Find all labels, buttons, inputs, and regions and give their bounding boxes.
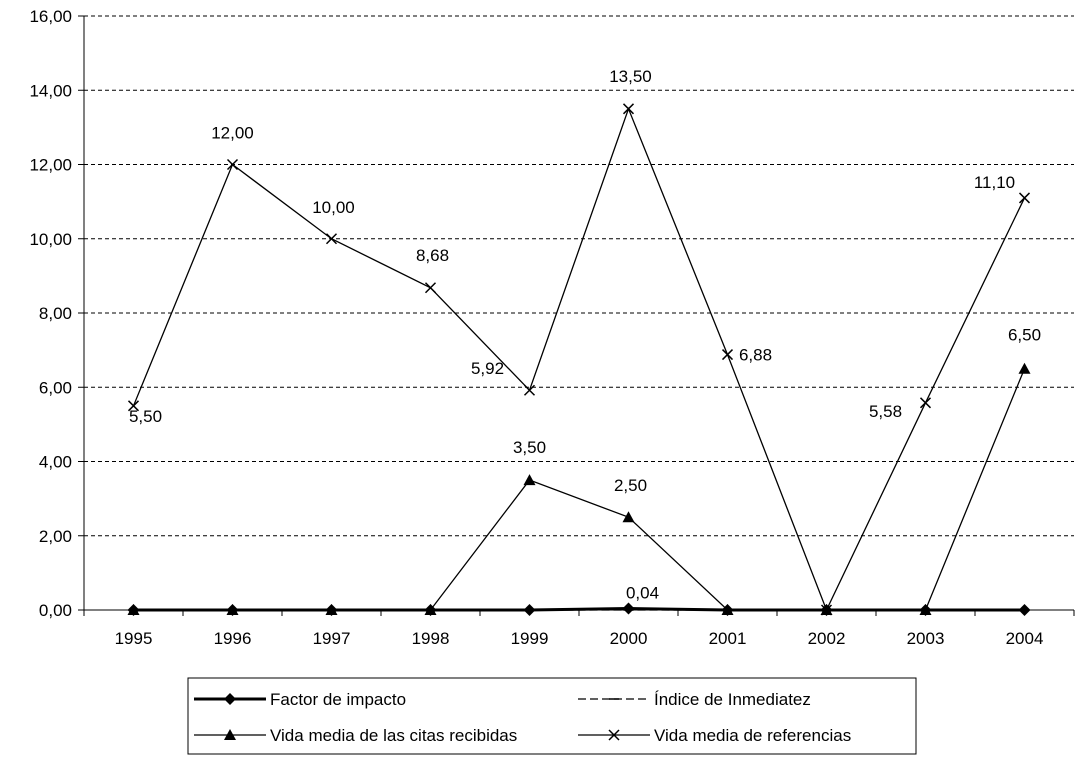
- data-point-marker: [127, 400, 140, 412]
- x-axis-tick-labels: 1995 1996 1997 1998 1999 2000 2001 2002 2003 2004: [115, 629, 1044, 648]
- data-point-marker: [919, 604, 932, 616]
- data-point-marker: [226, 158, 239, 171]
- legend: Factor de impacto Índice de Inmediatez Vid…: [187, 677, 917, 755]
- legend-marker: [224, 693, 236, 705]
- data-label: 3,50: [513, 438, 546, 457]
- data-point-marker: [325, 604, 338, 616]
- data-label: 12,00: [211, 124, 254, 143]
- data-point-marker: [226, 604, 239, 616]
- series-vida-media-de-las-citas-recibidas: [127, 362, 1031, 615]
- y-tick-label: 2,00: [39, 527, 72, 546]
- y-tick-label: 6,00: [39, 378, 72, 397]
- data-point-marker: [1018, 192, 1031, 204]
- data-point-marker: [622, 511, 635, 523]
- data-label: 6,50: [1008, 326, 1041, 345]
- data-point-marker: [919, 397, 932, 409]
- legend-label: Vida media de referencias: [654, 726, 851, 745]
- data-point-marker: [523, 604, 536, 616]
- data-point-marker: [1018, 604, 1031, 616]
- x-tick-label: 2002: [808, 629, 846, 648]
- data-point-marker: [523, 474, 536, 486]
- series-line: [133, 607, 1025, 612]
- x-tick-label: 1996: [214, 629, 252, 648]
- x-tick-label: 1995: [115, 629, 153, 648]
- data-label: 10,00: [312, 198, 355, 217]
- x-tick-label: 2001: [709, 629, 747, 648]
- series-line: [132, 106, 1026, 612]
- data-labels: 5,50 12,00 10,00 8,68 5,92 13,50 6,88 5,58 11,10…: [129, 67, 1041, 603]
- data-label: 11,10: [974, 173, 1015, 192]
- data-label: 6,88: [739, 346, 772, 365]
- series-factor-de-impacto: [127, 602, 1031, 616]
- x-tick-label: 1997: [313, 629, 351, 648]
- data-point-marker: [820, 604, 833, 616]
- legend-item: Índice de Inmediatez: [578, 690, 811, 709]
- series-vida-media-de-referencias: [127, 103, 1031, 616]
- data-point-marker: [127, 604, 140, 616]
- x-tick-label: 2004: [1006, 629, 1044, 648]
- data-point-marker: [721, 604, 734, 616]
- y-tick-label: 14,00: [29, 81, 72, 100]
- data-point-marker: [424, 604, 437, 616]
- y-tick-label: 16,00: [29, 7, 72, 26]
- y-tick-label: 12,00: [29, 156, 72, 175]
- legend-item: Factor de impacto: [194, 690, 406, 709]
- x-tick-label: 1998: [412, 629, 450, 648]
- data-point-marker: [325, 233, 338, 245]
- data-label: 8,68: [416, 246, 449, 265]
- data-point-marker: [424, 282, 437, 294]
- legend-marker: [608, 729, 620, 741]
- x-tick-label: 1999: [511, 629, 549, 648]
- y-tick-label: 4,00: [39, 453, 72, 472]
- data-label: 5,58: [869, 402, 902, 421]
- x-tick-label: 2000: [610, 629, 648, 648]
- data-label: 5,92: [471, 359, 504, 378]
- data-label: 2,50: [614, 476, 647, 495]
- axes: [78, 15, 1075, 616]
- data-label: 0,04: [626, 584, 659, 603]
- legend-box: [187, 677, 917, 755]
- y-tick-label: 0,00: [39, 601, 72, 620]
- data-point-marker: [523, 384, 536, 396]
- data-point-marker: [622, 103, 635, 115]
- legend-label: Factor de impacto: [270, 690, 406, 709]
- y-tick-label: 8,00: [39, 304, 72, 323]
- data-label: 13,50: [609, 67, 652, 86]
- data-point-marker: [721, 349, 734, 361]
- series-lines: [127, 103, 1031, 616]
- x-tick-label: 2003: [907, 629, 945, 648]
- legend-label: Vida media de las citas recibidas: [270, 726, 517, 745]
- data-label: 5,50: [129, 407, 162, 426]
- legend-item: Vida media de las citas recibidas: [194, 726, 517, 745]
- y-axis-tick-labels: 0,00 2,00 4,00 6,00 8,00 10,00 12,00 14,00 16,00: [29, 7, 72, 620]
- y-tick-label: 10,00: [29, 230, 72, 249]
- data-point-marker: [622, 602, 635, 615]
- legend-marker: [224, 729, 236, 740]
- legend-item: Vida media de referencias: [578, 726, 851, 745]
- gridlines: [84, 15, 1074, 537]
- legend-label: Índice de Inmediatez: [654, 690, 811, 709]
- data-point-marker: [1018, 362, 1031, 374]
